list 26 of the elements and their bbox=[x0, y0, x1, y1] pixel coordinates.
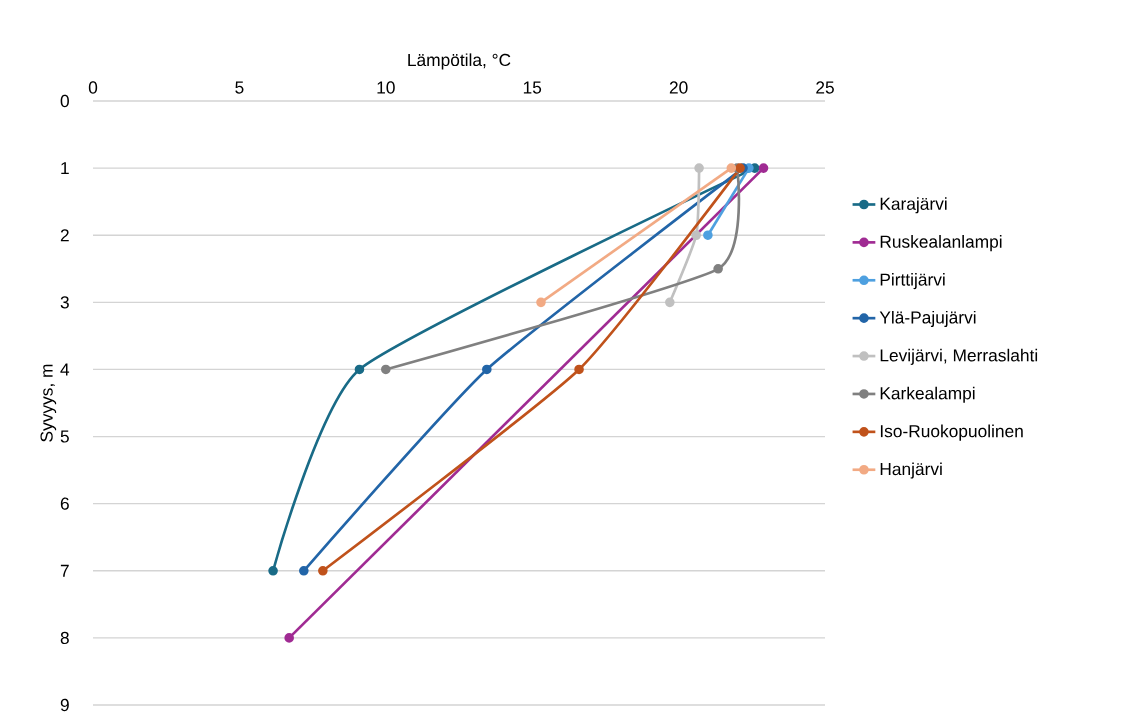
y-axis-title: Syvyys, m bbox=[40, 364, 57, 442]
x-tick-label: 20 bbox=[669, 81, 688, 94]
y-tick-label: 1 bbox=[61, 162, 69, 175]
y-tick-label: 0 bbox=[60, 94, 69, 108]
y-tick-label: 7 bbox=[60, 564, 69, 577]
y-tick-label: 8 bbox=[60, 631, 69, 645]
x-tick-label: 5 bbox=[235, 81, 244, 94]
legend-label: Hanjärvi bbox=[880, 462, 942, 479]
x-tick-label: 15 bbox=[523, 81, 542, 94]
legend-label: Pirttijärvi bbox=[880, 272, 945, 290]
y-tick-label: 5 bbox=[60, 430, 69, 443]
legend-label: Iso-Ruokopuolinen bbox=[880, 424, 1023, 441]
legend-label: Levijärvi, Merraslahti bbox=[880, 348, 1038, 365]
legend-label: Karkealampi bbox=[880, 386, 975, 403]
y-tick-label: 6 bbox=[60, 497, 69, 510]
y-tick-label: 3 bbox=[60, 296, 69, 309]
legend-label: Ylä-Pajujärvi bbox=[879, 310, 976, 328]
x-tick-label: 25 bbox=[816, 81, 834, 94]
x-tick-label: 10 bbox=[377, 81, 395, 94]
legend-label: Karajärvi bbox=[880, 197, 947, 214]
legend-label: Ruskealanlampi bbox=[880, 235, 1002, 252]
x-tick-label: 0 bbox=[88, 81, 98, 94]
x-axis-title: Lämpötila, °C bbox=[408, 53, 511, 70]
y-tick-label: 9 bbox=[60, 698, 69, 712]
y-tick-label: 4 bbox=[60, 363, 70, 376]
y-tick-label: 2 bbox=[60, 229, 69, 242]
